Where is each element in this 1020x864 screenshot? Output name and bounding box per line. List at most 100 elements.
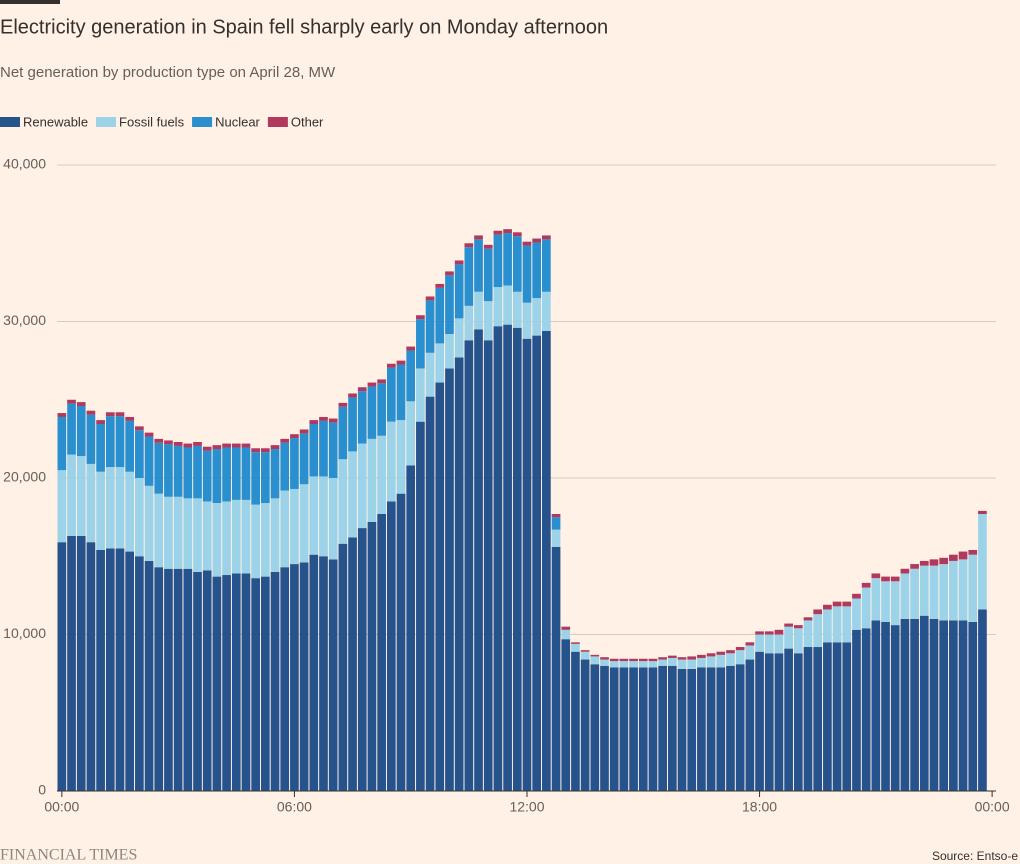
- bar-segment: [590, 654, 600, 657]
- bar-segment: [154, 438, 164, 443]
- bar-segment: [377, 435, 386, 514]
- bar-segment: [105, 467, 115, 549]
- bar-segment: [648, 667, 658, 791]
- bar-segment: [483, 340, 493, 791]
- bar-segment: [464, 340, 474, 791]
- bar-segment: [144, 432, 154, 437]
- bar-segment: [222, 443, 231, 448]
- bar-segment: [619, 658, 629, 662]
- bar-segment: [115, 548, 125, 791]
- bar-segment: [86, 414, 96, 464]
- bar-segment: [416, 319, 425, 369]
- bar-segment: [929, 565, 939, 619]
- bar-segment: [425, 296, 435, 301]
- bar-segment: [367, 438, 377, 522]
- legend-swatch: [96, 117, 117, 127]
- bar-segment: [900, 573, 910, 619]
- bar-segment: [968, 554, 978, 622]
- bar-segment: [406, 350, 416, 402]
- bar-segment: [842, 606, 852, 643]
- bar-segment: [813, 609, 823, 615]
- bar-segment: [144, 485, 154, 561]
- bar-segment: [871, 620, 881, 791]
- bar-segment: [764, 653, 774, 791]
- bar-segment: [67, 399, 76, 404]
- bar-segment: [164, 444, 173, 497]
- bar-segment: [202, 501, 212, 571]
- bar-segment: [890, 625, 900, 791]
- bar-segment: [745, 659, 755, 791]
- bar-segment: [978, 513, 987, 610]
- bar-segment: [890, 576, 900, 582]
- bar-segment: [881, 576, 890, 582]
- bar-segment: [561, 629, 571, 640]
- chart-subtitle: Net generation by production type on Apr…: [0, 64, 336, 81]
- bar-segment: [125, 416, 135, 421]
- bar-segment: [571, 642, 580, 644]
- bar-segment: [425, 352, 435, 397]
- bar-segment: [290, 438, 299, 489]
- bar-segment: [929, 618, 939, 791]
- bar-segment: [338, 402, 348, 407]
- bar-segment: [222, 447, 231, 502]
- bar-segment: [474, 239, 483, 292]
- bar-segment: [445, 334, 454, 369]
- bar-segment: [115, 416, 125, 468]
- bar-segment: [212, 449, 222, 504]
- bar-segment: [57, 416, 67, 471]
- legend-label: Renewable: [23, 114, 88, 129]
- bar-segment: [687, 659, 697, 669]
- legend-label: Other: [291, 114, 324, 129]
- bar-segment: [483, 248, 493, 302]
- legend-label: Fossil fuels: [119, 114, 185, 129]
- bar-segment: [823, 604, 832, 610]
- bar-segment: [638, 667, 648, 791]
- bar-segment: [542, 239, 551, 292]
- bar-segment: [396, 420, 406, 494]
- bar-segment: [900, 568, 910, 574]
- bar-segment: [270, 571, 280, 791]
- bar-segment: [793, 625, 803, 629]
- bar-segment: [677, 659, 687, 669]
- bar-segment: [357, 443, 367, 529]
- bar-segment: [823, 609, 832, 643]
- bar-segment: [600, 657, 609, 660]
- bar-segment: [76, 456, 86, 536]
- legend-swatch: [0, 117, 20, 127]
- bar-segment: [212, 503, 222, 577]
- bar-segment: [406, 346, 416, 351]
- bar-segment: [67, 454, 76, 536]
- bar-segment: [202, 570, 212, 791]
- bar-segment: [309, 424, 319, 477]
- bar-segment: [241, 447, 251, 500]
- bar-segment: [396, 360, 406, 365]
- bar-segment: [852, 593, 861, 599]
- bar-segment: [299, 429, 309, 434]
- bar-segment: [474, 291, 483, 330]
- bar-segment: [406, 465, 416, 791]
- bar-segment: [493, 287, 503, 327]
- bar-segment: [135, 556, 144, 791]
- bar-segment: [949, 554, 958, 561]
- x-tick-label: 06:00: [277, 799, 312, 815]
- bar-segment: [978, 609, 987, 791]
- bar-segment: [377, 513, 386, 791]
- bar-segment: [454, 357, 464, 791]
- bar-segment: [522, 245, 532, 303]
- bar-segment: [173, 568, 183, 791]
- bar-segment: [542, 291, 551, 331]
- bar-segment: [483, 301, 493, 341]
- bar-segment: [774, 634, 784, 654]
- bar-segment: [590, 656, 600, 665]
- bar-segment: [183, 443, 193, 448]
- bar-segment: [861, 628, 871, 791]
- bar-segment: [667, 665, 677, 791]
- bar-segment: [231, 499, 241, 574]
- bar-segment: [416, 368, 425, 422]
- bar-segment: [474, 329, 483, 791]
- bar-segment: [154, 442, 164, 494]
- bar-segment: [803, 647, 813, 791]
- bar-segment: [919, 560, 929, 566]
- bar-segment: [425, 396, 435, 791]
- bar-segment: [222, 501, 231, 576]
